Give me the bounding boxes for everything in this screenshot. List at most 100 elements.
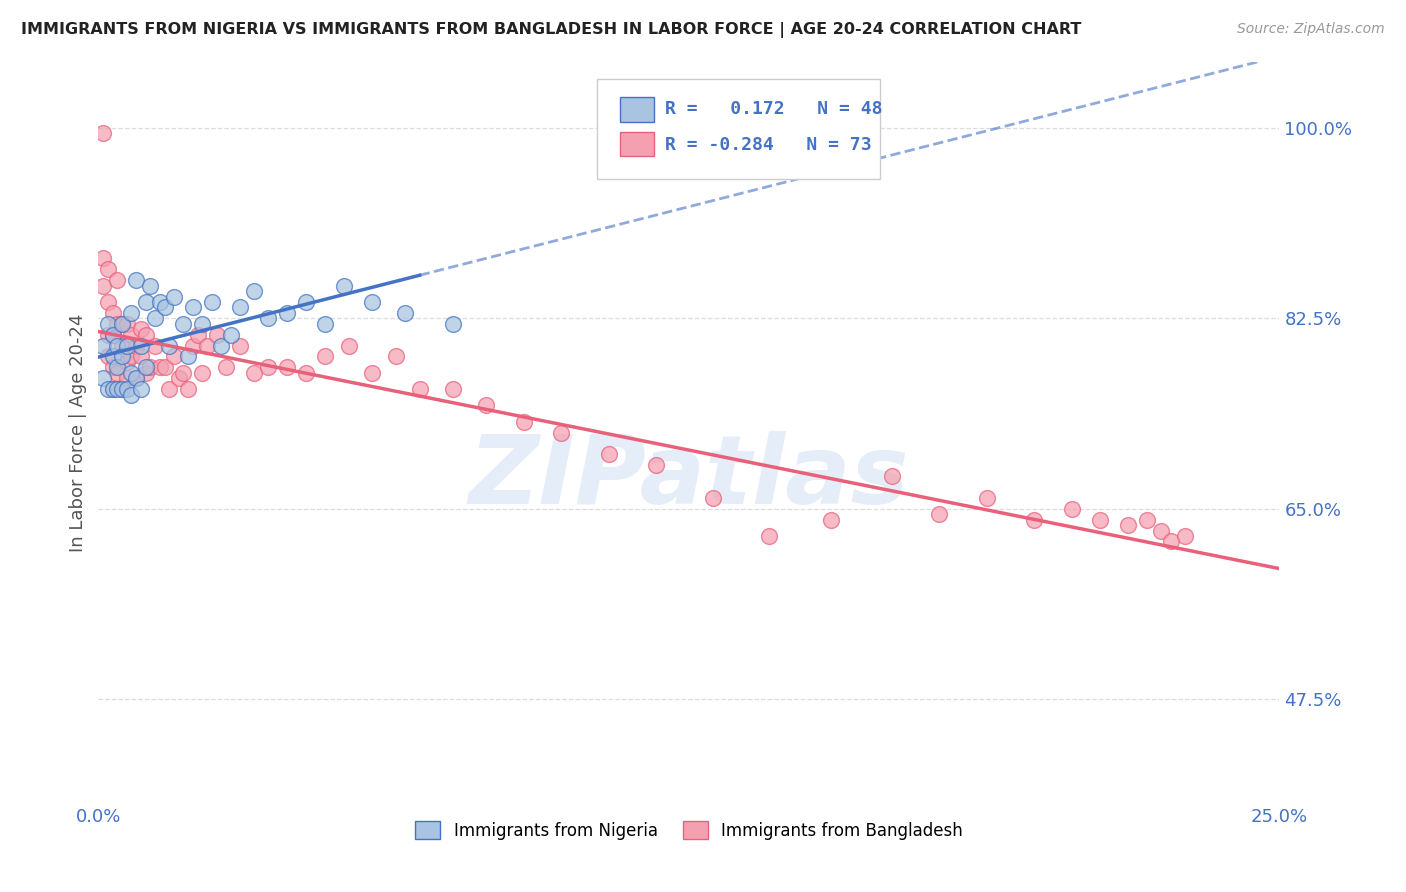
Point <box>143 338 166 352</box>
FancyBboxPatch shape <box>620 132 654 156</box>
Point <box>105 273 128 287</box>
Point <box>105 338 128 352</box>
Point <box>408 382 430 396</box>
Point <box>475 398 498 412</box>
Point <box>121 327 143 342</box>
Text: Source: ZipAtlas.com: Source: ZipAtlas.com <box>1237 22 1385 37</box>
Point <box>1160 534 1182 549</box>
Point <box>394 306 416 320</box>
Point <box>243 366 266 380</box>
Point <box>314 317 336 331</box>
Point <box>157 382 180 396</box>
Point <box>153 301 176 315</box>
Text: ZIPatlas: ZIPatlas <box>468 431 910 524</box>
Point <box>1116 518 1139 533</box>
Point <box>97 295 120 310</box>
Point <box>129 322 152 336</box>
Point <box>101 382 124 396</box>
Text: R = -0.284   N = 73: R = -0.284 N = 73 <box>665 136 872 153</box>
Point <box>157 338 180 352</box>
Text: IMMIGRANTS FROM NIGERIA VS IMMIGRANTS FROM BANGLADESH IN LABOR FORCE | AGE 20-24: IMMIGRANTS FROM NIGERIA VS IMMIGRANTS FR… <box>21 22 1081 38</box>
Point <box>129 338 152 352</box>
Point <box>598 447 620 461</box>
Point <box>181 301 204 315</box>
Point <box>101 327 124 342</box>
Point <box>121 350 143 364</box>
Point <box>177 350 200 364</box>
Point <box>121 366 143 380</box>
Point <box>115 317 138 331</box>
Point <box>149 295 172 310</box>
Point <box>153 360 176 375</box>
Point <box>111 382 134 396</box>
Point <box>135 327 157 342</box>
Point <box>191 366 214 380</box>
Point <box>111 338 134 352</box>
Point <box>276 360 298 375</box>
Point <box>295 295 318 310</box>
Point <box>172 366 194 380</box>
Point <box>97 382 120 396</box>
Point <box>139 278 162 293</box>
Point <box>1060 501 1083 516</box>
Point <box>97 327 120 342</box>
Point <box>111 317 134 331</box>
Point <box>163 350 186 364</box>
Point <box>644 458 666 473</box>
Point <box>115 338 138 352</box>
Point <box>105 360 128 375</box>
Point <box>115 371 138 385</box>
Point <box>333 278 356 293</box>
Point <box>229 338 252 352</box>
Point <box>125 371 148 385</box>
Point <box>115 355 138 369</box>
Point <box>97 317 120 331</box>
Point <box>111 317 134 331</box>
Point <box>820 131 842 145</box>
Point <box>135 366 157 380</box>
Point <box>361 366 384 380</box>
Point <box>314 350 336 364</box>
FancyBboxPatch shape <box>620 97 654 121</box>
Point <box>91 126 114 140</box>
Point <box>187 327 209 342</box>
Point <box>1136 513 1159 527</box>
Point <box>1174 529 1197 543</box>
Point <box>101 360 124 375</box>
Point <box>257 360 280 375</box>
Point <box>1022 513 1045 527</box>
Point <box>276 306 298 320</box>
Point <box>512 415 534 429</box>
Point <box>105 317 128 331</box>
Point <box>1150 524 1173 538</box>
Point <box>385 350 408 364</box>
Point <box>177 382 200 396</box>
Point <box>928 508 950 522</box>
Point <box>125 273 148 287</box>
Point <box>135 295 157 310</box>
Point <box>1088 513 1111 527</box>
Point <box>219 327 242 342</box>
Point <box>97 262 120 277</box>
Point <box>97 350 120 364</box>
Y-axis label: In Labor Force | Age 20-24: In Labor Force | Age 20-24 <box>69 313 87 552</box>
Point <box>111 382 134 396</box>
Point <box>121 306 143 320</box>
Point <box>129 350 152 364</box>
Point <box>201 295 224 310</box>
Point <box>105 382 128 396</box>
Point <box>337 338 360 352</box>
Point <box>229 301 252 315</box>
Point <box>243 284 266 298</box>
FancyBboxPatch shape <box>596 78 880 178</box>
Point <box>257 311 280 326</box>
Point <box>101 327 124 342</box>
Point <box>135 360 157 375</box>
Point <box>115 382 138 396</box>
Point <box>209 338 232 352</box>
Point <box>167 371 190 385</box>
Point <box>550 425 572 440</box>
Point <box>139 360 162 375</box>
Point <box>191 317 214 331</box>
Point <box>441 382 464 396</box>
